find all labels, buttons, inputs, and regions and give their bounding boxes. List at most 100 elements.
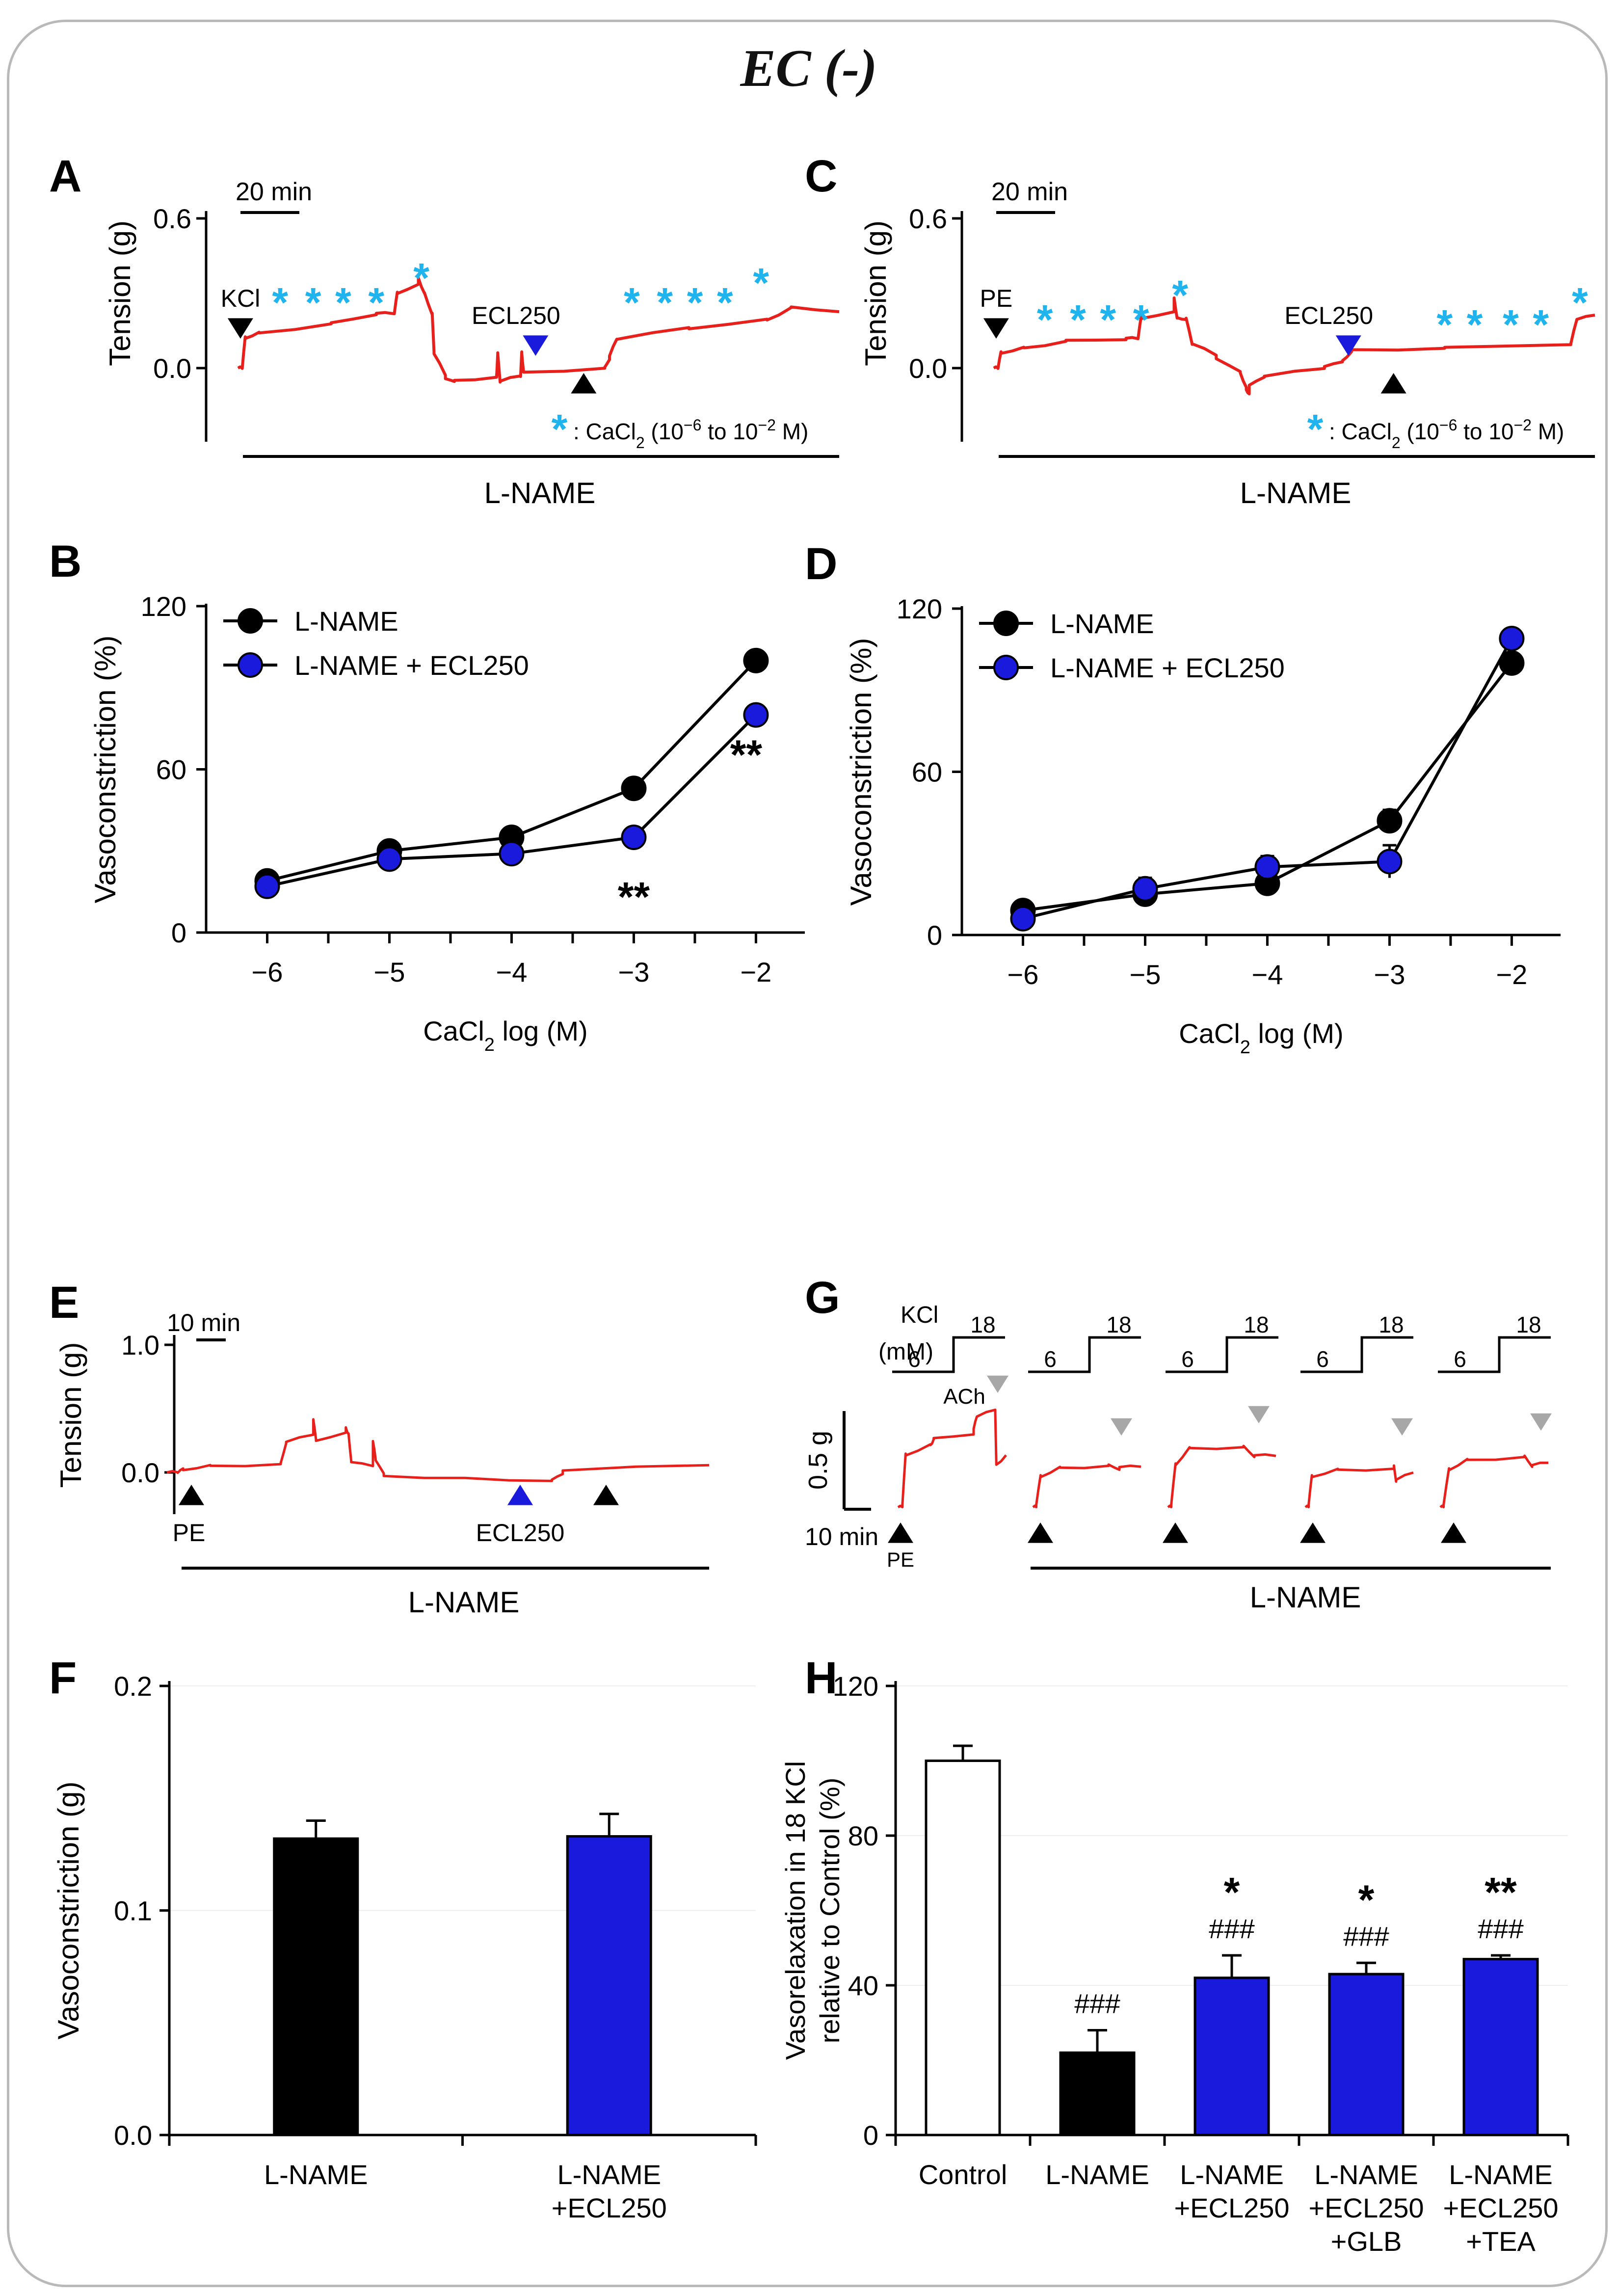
stimulus-marker xyxy=(179,1485,204,1505)
star-significance-label: * xyxy=(1224,1869,1240,1915)
category-label: +ECL250 xyxy=(1174,2192,1289,2223)
y-tick-label: 0.0 xyxy=(909,353,947,384)
kcl-low-label: 6 xyxy=(1454,1346,1466,1372)
data-point xyxy=(1254,854,1280,880)
y-axis-label: Tension (g) xyxy=(104,220,136,366)
y-tick-label: 60 xyxy=(912,757,942,788)
category-label: L-NAME xyxy=(1314,2159,1418,2190)
kcl-high-label: 18 xyxy=(1106,1312,1131,1337)
bar xyxy=(925,1760,1001,2136)
y-tick-label: 120 xyxy=(141,591,186,622)
stimulus-label: KCl xyxy=(221,285,261,312)
stimulus-marker xyxy=(983,318,1009,339)
panel-letter: C xyxy=(805,151,837,201)
panel-d: D 0 60 120 −6 −5 −4 −3 −2 Vasoconstriction (%) CaC… xyxy=(805,539,1561,1058)
data-point xyxy=(1132,876,1158,902)
kcl-low-label: 6 xyxy=(1181,1346,1194,1372)
tension-trace xyxy=(166,1418,710,1482)
cacl2-star: * xyxy=(335,279,351,325)
kcl-high-label: 18 xyxy=(1516,1312,1541,1337)
x-tick-label: −5 xyxy=(374,957,405,988)
legend-label: L-NAME xyxy=(1050,608,1154,639)
category-label: +ECL250 xyxy=(552,2192,667,2223)
cacl2-star: * xyxy=(305,279,321,325)
kcl-low-label: 6 xyxy=(908,1346,921,1372)
cacl2-star: * xyxy=(1037,296,1053,343)
stimulus-marker xyxy=(1441,1522,1466,1543)
cacl2-star: * xyxy=(368,279,384,325)
cacl2-star: * xyxy=(1467,301,1483,347)
significance-mark: ** xyxy=(618,874,650,920)
drug-marker xyxy=(1335,335,1361,356)
tension-trace xyxy=(1032,1463,1141,1509)
panel-letter: A xyxy=(49,151,81,201)
x-axis-label: CaCl2 log (M) xyxy=(1179,1018,1343,1058)
time-scale-label: 10 min xyxy=(805,1523,878,1550)
category-label: L-NAME xyxy=(1180,2159,1284,2190)
y-tick-label: 0 xyxy=(863,2120,878,2151)
y-tick-label: 0 xyxy=(171,917,186,948)
category-label: L-NAME xyxy=(557,2159,661,2190)
x-tick-label: −4 xyxy=(1252,959,1283,990)
panel-f: F 0.0 0.1 0.2 Vasoconstriction (g) L-NAME L-NA… xyxy=(49,1653,757,2223)
cacl2-star: * xyxy=(687,279,703,325)
cacl2-note: : CaCl2 (10−6 to 10−2 M) xyxy=(573,416,808,452)
data-point xyxy=(743,702,769,728)
star-significance-label: ** xyxy=(1485,1869,1517,1915)
category-label: L-NAME xyxy=(1045,2159,1149,2190)
data-point xyxy=(1010,906,1036,932)
time-scale-label: 20 min xyxy=(991,178,1068,206)
kcl-step xyxy=(1166,1336,1278,1373)
lname-label: L-NAME xyxy=(1240,477,1352,509)
ach-marker xyxy=(987,1375,1008,1393)
y-tick-label: 0.2 xyxy=(114,1671,152,1702)
category-label: +GLB xyxy=(1331,2226,1402,2257)
legend-label: L-NAME + ECL250 xyxy=(294,650,529,681)
cacl2-star-note: * xyxy=(552,406,568,452)
legend-marker xyxy=(238,652,263,678)
hash-significance-label: ### xyxy=(1343,1921,1389,1951)
tension-scale-label: 0.5 g xyxy=(803,1431,833,1490)
legend-marker xyxy=(993,611,1019,636)
figure-title: EC (-) xyxy=(740,39,877,98)
y-tick-label: 0.0 xyxy=(121,1457,159,1488)
data-point xyxy=(254,873,280,899)
drug-label: ECL250 xyxy=(472,302,560,329)
kcl-step xyxy=(1300,1336,1413,1373)
data-point xyxy=(1377,808,1403,834)
cacl2-star-note: * xyxy=(1307,406,1324,452)
kcl-label: KCl xyxy=(901,1302,938,1328)
category-label: +ECL250 xyxy=(1308,2192,1424,2223)
ach-marker xyxy=(1391,1418,1413,1436)
kcl-step xyxy=(1438,1336,1551,1373)
stimulus-marker xyxy=(227,318,253,339)
cacl2-star: * xyxy=(1572,279,1588,325)
cacl2-star: * xyxy=(1172,272,1188,318)
stimulus-label: PE xyxy=(980,285,1013,312)
kcl-step xyxy=(1028,1336,1141,1373)
ach-marker xyxy=(1530,1413,1552,1431)
y-axis-label: Vasoconstriction (%) xyxy=(845,638,877,906)
panel-a: A 0.6 0.0 Tension (g) 20 min KCl ECL250 * * * * * * *… xyxy=(49,151,840,509)
cacl2-star: * xyxy=(624,279,640,325)
ach-label: ACh xyxy=(943,1385,985,1409)
ach-marker xyxy=(1248,1406,1270,1423)
category-label: +TEA xyxy=(1466,2226,1536,2257)
kcl-low-label: 6 xyxy=(1316,1346,1329,1372)
y-axis-label: Vasoconstriction (%) xyxy=(89,636,122,904)
panel-e: E 1.0 0.0 Tension (g) 10 min PE ECL250 L-NAME xyxy=(49,1278,710,1619)
y-axis-label: Tension (g) xyxy=(54,1342,87,1488)
y-tick-label: 40 xyxy=(848,1970,878,2001)
y-tick-label: 0.6 xyxy=(909,203,947,234)
tension-trace xyxy=(1167,1444,1276,1509)
cacl2-star: * xyxy=(1436,301,1453,347)
cacl2-star: * xyxy=(1070,296,1086,343)
category-label: Control xyxy=(919,2159,1008,2190)
x-axis-label: CaCl2 log (M) xyxy=(423,1015,587,1055)
y-tick-label: 120 xyxy=(897,593,942,624)
y-tick-label: 1.0 xyxy=(121,1330,159,1361)
hash-significance-label: ### xyxy=(1478,1913,1523,1944)
x-tick-label: −3 xyxy=(1374,959,1405,990)
lname-label: L-NAME xyxy=(1250,1581,1361,1614)
